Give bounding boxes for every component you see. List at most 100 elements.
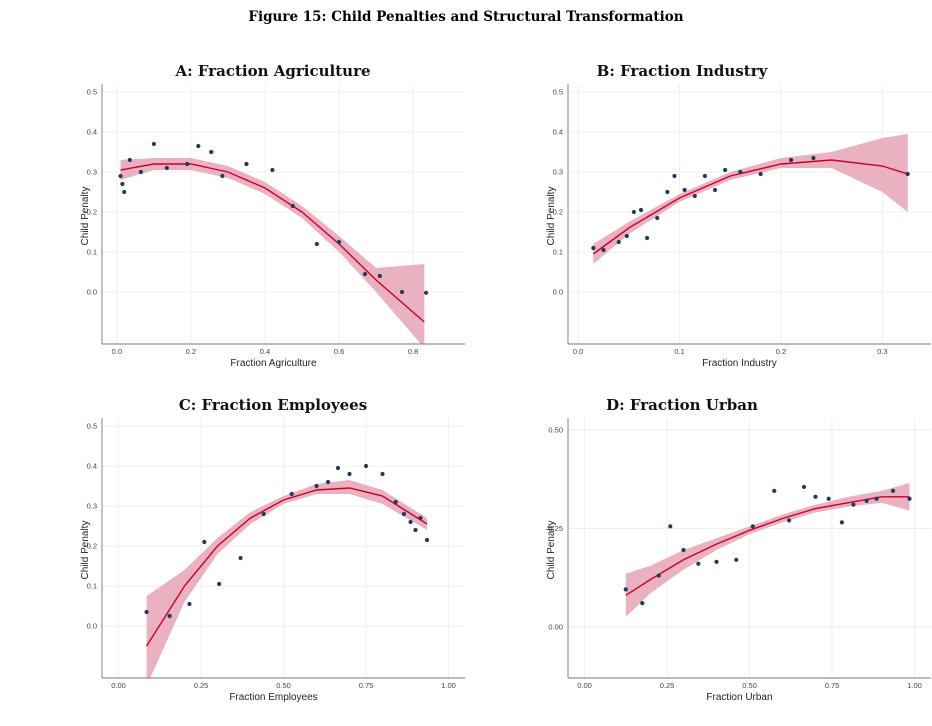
y-tick-label: 0.0 [553, 288, 563, 297]
x-tick-label: 0.00 [577, 681, 592, 690]
data-point [907, 496, 912, 501]
data-point [187, 601, 192, 607]
data-point [591, 245, 596, 251]
x-tick-label: 1.00 [441, 681, 456, 690]
confidence-band [120, 158, 425, 344]
plot-area [623, 483, 912, 617]
data-point [631, 209, 637, 215]
data-point [424, 537, 430, 543]
data-point [362, 271, 368, 277]
data-point [314, 483, 319, 489]
data-point [336, 239, 342, 245]
data-point [874, 496, 879, 501]
x-tick-label: 0.00 [111, 681, 126, 690]
data-point [314, 241, 319, 247]
confidence-band [593, 134, 908, 264]
data-point [772, 488, 777, 493]
x-axis-label: Fraction Industry [702, 358, 776, 369]
x-tick-label: 0.2 [186, 347, 196, 356]
data-point [238, 555, 243, 561]
data-point [672, 173, 677, 179]
data-point [813, 494, 818, 499]
y-tick-label: 0.5 [87, 88, 97, 97]
x-tick-label: 0.25 [194, 681, 209, 690]
fitted-line [592, 159, 908, 255]
data-point [811, 155, 816, 161]
y-tick-label: 0.4 [553, 128, 563, 137]
data-point [758, 171, 763, 177]
chart-svg: 0.00 0.25 0.50 0.75 1.00 0.0 0.1 0.2 0.3 0.4 0.5 C:… [80, 396, 465, 703]
data-point [209, 149, 214, 155]
x-axis-label: Fraction Urban [706, 692, 772, 703]
chart-svg: 0.0 0.2 0.4 0.6 0.8 0.0 0.1 0.2 0.3 0.4 0.5 A: Frac… [80, 62, 465, 369]
data-point [616, 239, 621, 245]
data-point [408, 519, 413, 525]
plot-area [144, 463, 430, 678]
data-point [864, 498, 869, 503]
data-point [655, 215, 660, 221]
data-point [196, 143, 201, 149]
x-tick-label: 0.0 [112, 347, 122, 356]
data-point [185, 161, 190, 167]
fitted-line [120, 163, 425, 323]
panel-c: 0.00 0.25 0.50 0.75 1.00 0.0 0.1 0.2 0.3 0.4 0.5 C:… [0, 386, 466, 726]
data-point [290, 203, 295, 209]
data-point [826, 496, 831, 501]
data-point [261, 511, 266, 517]
y-tick-label: 0.3 [553, 168, 563, 177]
y-tick-label: 0.50 [548, 425, 563, 434]
x-tick-label: 0.6 [334, 347, 344, 356]
data-point [347, 471, 352, 477]
data-point [682, 187, 687, 193]
x-axis-label: Fraction Agriculture [230, 358, 317, 369]
data-point [244, 161, 249, 167]
data-point [363, 463, 369, 469]
y-tick-label: 0.0 [87, 622, 97, 631]
data-point [644, 235, 650, 241]
plot-area [591, 134, 910, 264]
data-point [712, 187, 718, 193]
confidence-band [146, 480, 428, 678]
x-tick-label: 0.2 [776, 347, 786, 356]
y-tick-label: 0.4 [87, 462, 97, 471]
data-point [377, 273, 382, 279]
plot-area [118, 141, 429, 344]
data-point [702, 173, 707, 179]
y-tick-label: 0.5 [553, 88, 563, 97]
x-tick-label: 0.8 [408, 347, 418, 356]
data-point [668, 524, 673, 529]
data-point [270, 167, 275, 173]
data-point [167, 613, 172, 619]
data-point [714, 559, 719, 564]
chart-title: A: Fraction Agriculture [174, 62, 370, 80]
data-point [640, 601, 645, 606]
data-point [138, 169, 143, 175]
chart-title: B: Fraction Industry [597, 62, 769, 80]
fitted-line [146, 487, 428, 647]
y-tick-label: 0.3 [87, 502, 97, 511]
data-point [681, 547, 686, 553]
y-tick-label: 0.2 [87, 208, 97, 217]
figure-title: Figure 15: Child Penalties and Structura… [248, 9, 684, 25]
data-point [217, 581, 222, 587]
data-point [890, 488, 896, 493]
chart-svg: 0.00 0.25 0.50 0.75 1.00 0.00 0.25 0.50 D: Fract… [546, 396, 931, 703]
y-tick-label: 0.0 [87, 288, 97, 297]
data-point [851, 502, 856, 507]
data-point [801, 484, 807, 490]
data-point [601, 247, 606, 253]
data-point [401, 511, 407, 517]
y-tick-label: 0.1 [87, 248, 97, 257]
x-tick-label: 0.50 [742, 681, 757, 690]
data-point [202, 539, 207, 545]
y-axis-label: Child Penalty [80, 187, 91, 246]
data-point [623, 587, 628, 592]
data-point [905, 171, 910, 177]
y-tick-label: 0.2 [553, 208, 563, 217]
data-point [393, 499, 398, 505]
confidence-band [625, 483, 910, 617]
data-point [164, 165, 169, 171]
x-tick-label: 1.00 [907, 681, 922, 690]
x-tick-label: 0.3 [877, 347, 887, 356]
x-tick-label: 0.75 [359, 681, 374, 690]
